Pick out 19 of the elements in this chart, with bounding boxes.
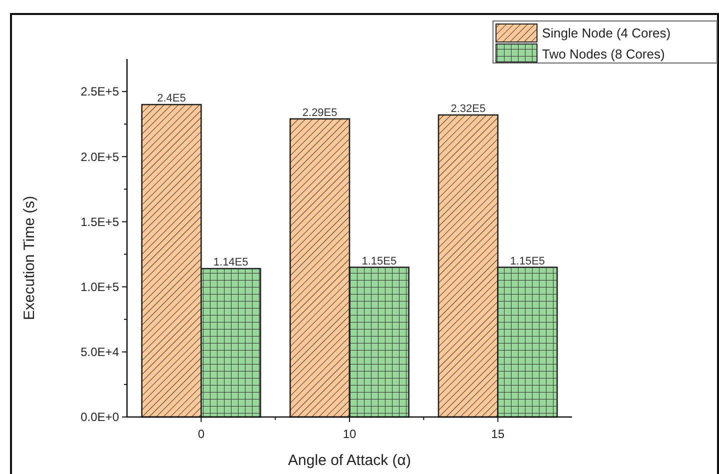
y-tick-label: 0.0E+0	[80, 410, 120, 424]
data-label: 2.4E5	[157, 92, 186, 105]
data-label: 2.29E5	[302, 106, 338, 119]
x-tick-label: 15	[491, 427, 505, 441]
y-tick-label: 2.0E+5	[80, 150, 120, 164]
y-tick-label: 1.5E+5	[80, 214, 120, 229]
data-label: 1.14E5	[213, 256, 248, 269]
y-tick-label: 2.5E+5	[80, 84, 120, 99]
data-label: 2.32E5	[450, 102, 486, 115]
data-label: 1.15E5	[510, 255, 545, 268]
y-tick-label: 1.0E+5	[80, 280, 120, 294]
legend-label: Two Nodes (8 Cores)	[542, 46, 665, 62]
legend-label: Single Node (4 Cores)	[542, 26, 671, 41]
x-tick-label: 0	[198, 427, 205, 441]
x-tick-label: 10	[342, 427, 356, 441]
data-label: 1.15E5	[362, 255, 397, 268]
x-axis-title: Angle of Attack (α)	[288, 452, 411, 469]
y-tick-label: 5.0E+4	[80, 345, 120, 360]
y-axis-title: Execution Time (s)	[21, 196, 38, 320]
